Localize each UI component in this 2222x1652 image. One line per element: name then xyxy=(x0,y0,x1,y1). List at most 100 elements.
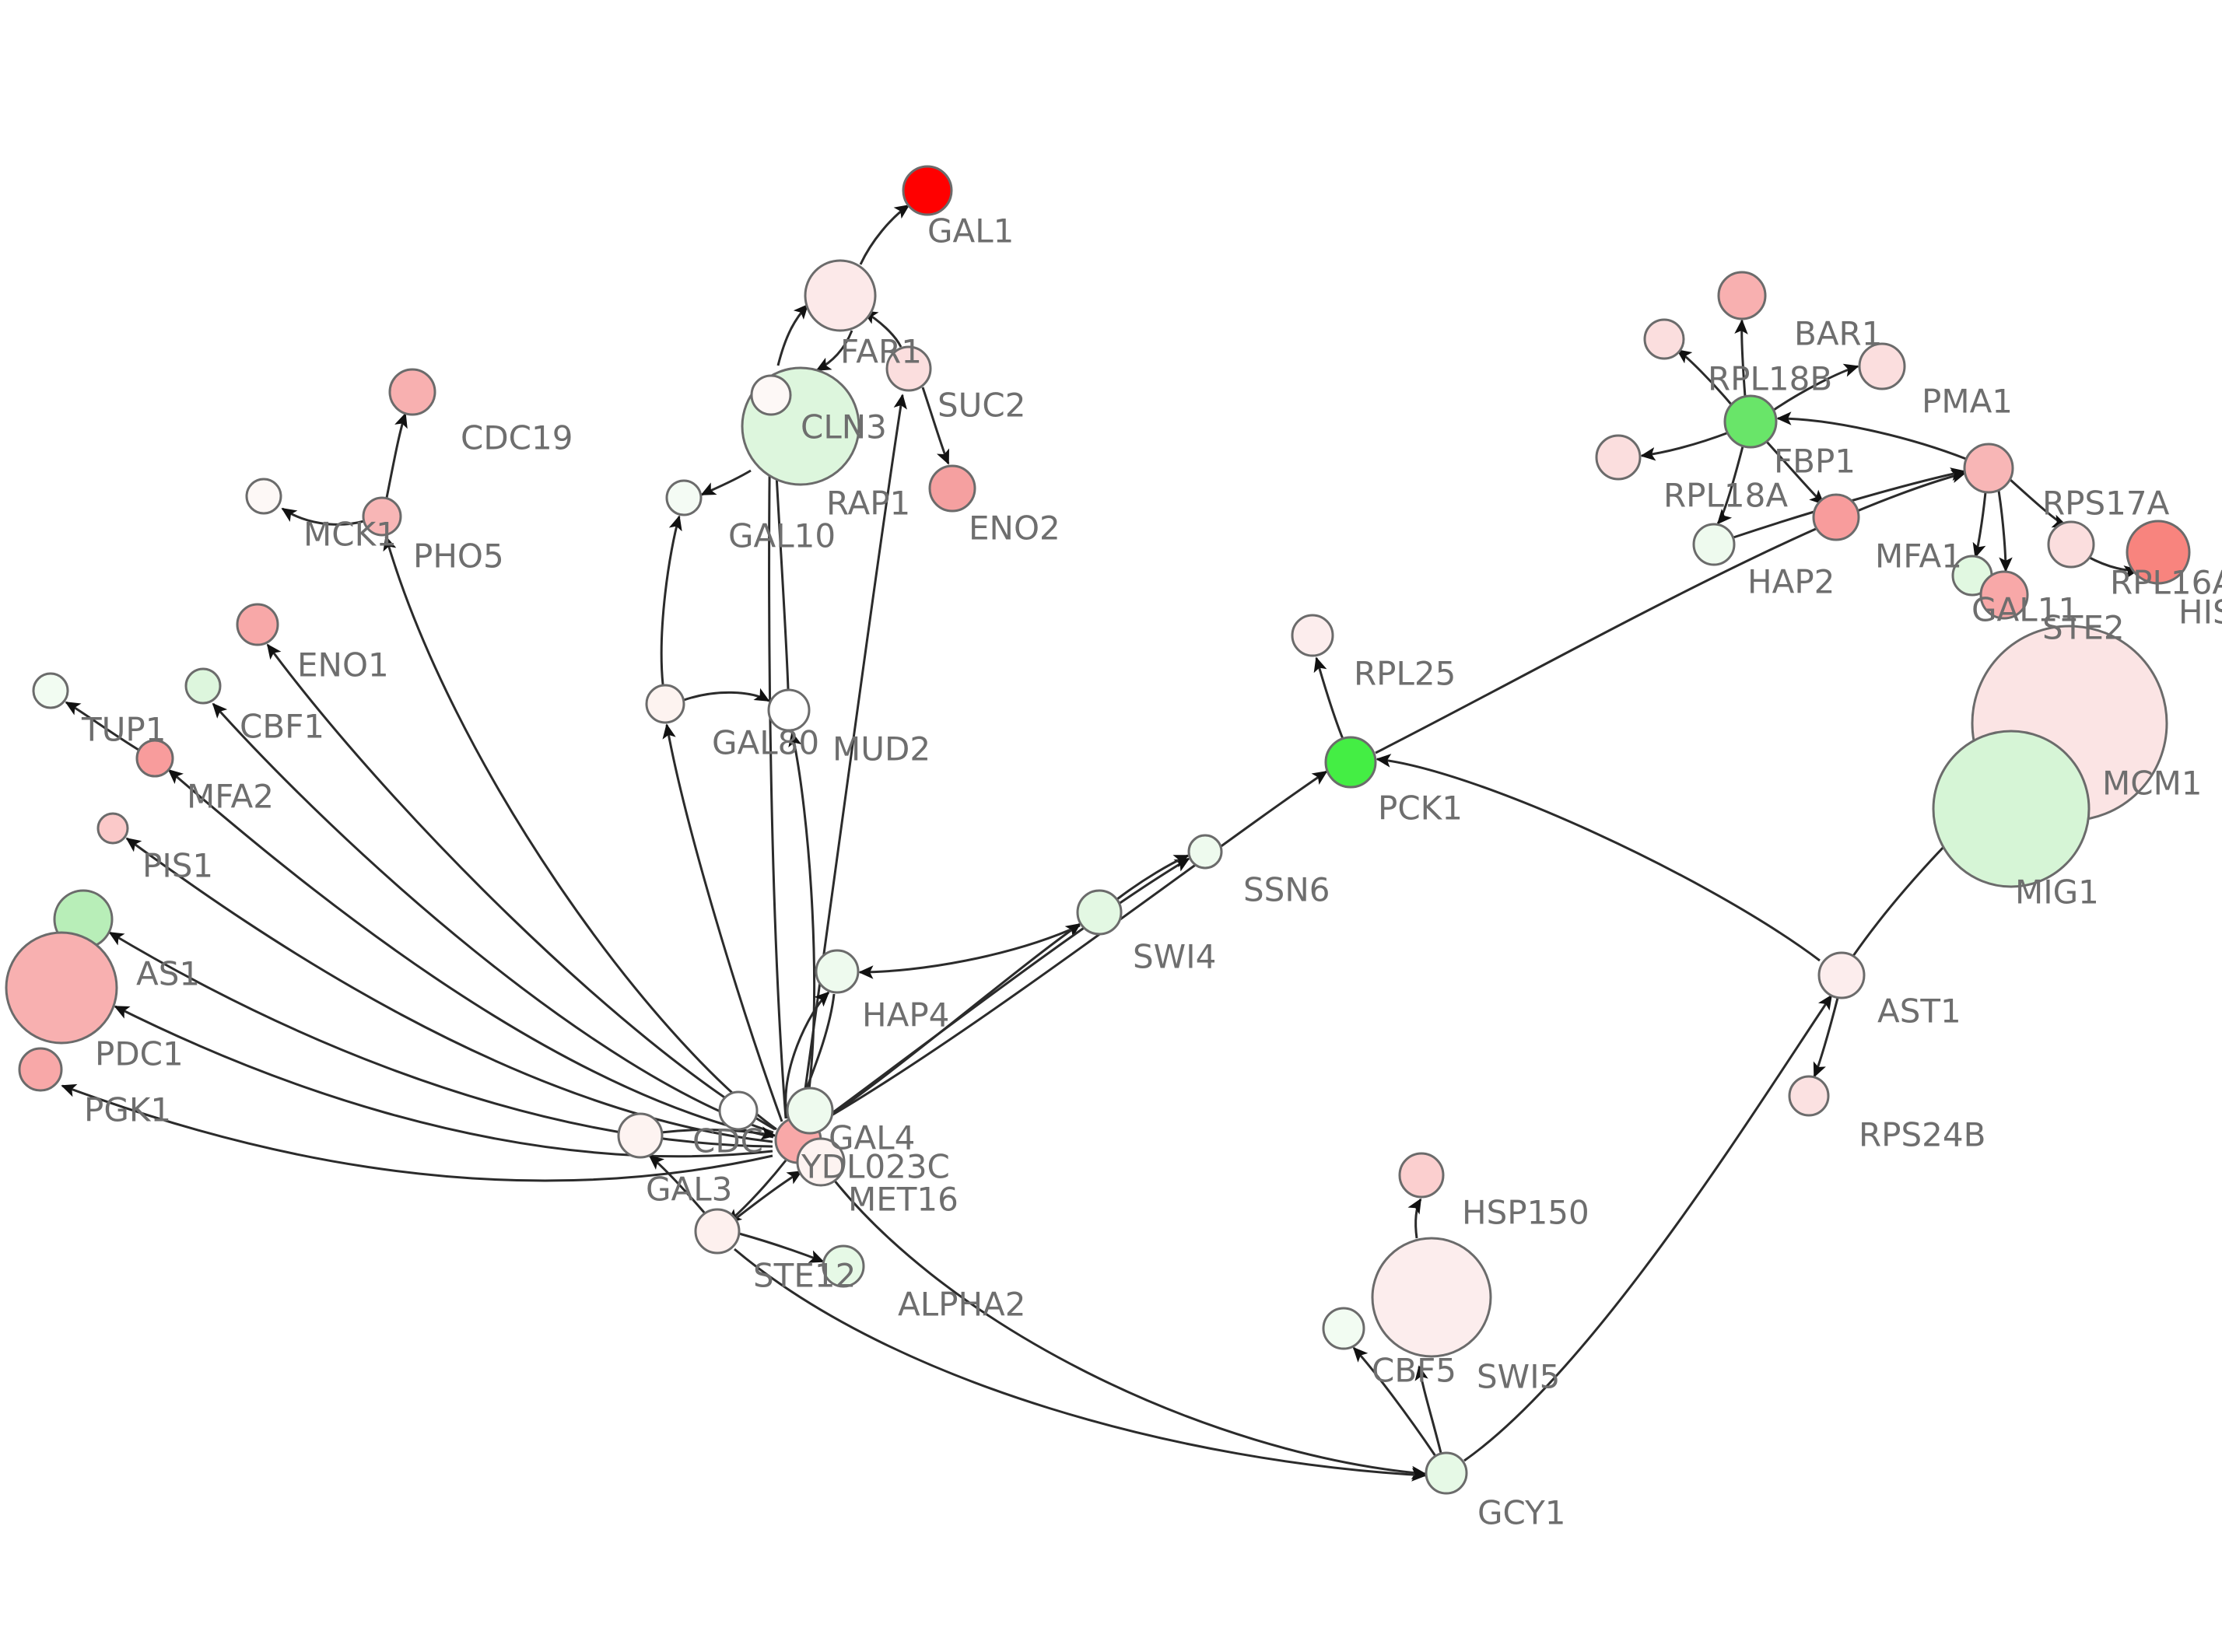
edge-cln3-to-gal10 xyxy=(700,469,752,496)
node-ast1[interactable] xyxy=(1817,951,1866,999)
edge-swi4-to-ssn6 xyxy=(1116,854,1190,901)
edge-gal4-to-cbf1 xyxy=(212,702,774,1134)
node-ste2[interactable] xyxy=(1979,570,2029,620)
node-his4[interactable] xyxy=(2126,520,2191,585)
edge-rps17a-to-fbp1 xyxy=(1776,411,1967,460)
node-eno2[interactable] xyxy=(928,464,976,513)
edge-gal4-to-gal80 xyxy=(662,723,783,1122)
node-label-rpl18b: RPL18B xyxy=(1708,360,1832,398)
node-label-his4: HIS4 xyxy=(2178,593,2222,632)
edge-pck1-to-rps17a xyxy=(1375,470,1967,754)
node-ydl023c[interactable] xyxy=(796,1137,846,1187)
node-label-ssn6: SSN6 xyxy=(1243,871,1330,909)
edge-pck1-to-rpl25 xyxy=(1313,656,1344,740)
node-gcy1[interactable] xyxy=(1425,1451,1468,1495)
edge-rps17a-to-ste2 xyxy=(1997,490,2013,572)
edge-gal80-to-mud2 xyxy=(683,688,770,702)
node-met16[interactable] xyxy=(786,1087,834,1135)
edge-gal4-to-pis1 xyxy=(125,837,773,1143)
edge-ste12-to-gal3 xyxy=(648,1154,706,1214)
edge-gcy1-to-cbf5 xyxy=(1352,1346,1437,1457)
node-label-eno1: ENO1 xyxy=(297,646,389,684)
edge-gal4-to-suc2 xyxy=(800,394,907,1118)
node-fbp1[interactable] xyxy=(1723,394,1778,449)
edge-gal4-to-ste12 xyxy=(726,1160,787,1224)
node-label-gal3: GAL3 xyxy=(646,1171,732,1209)
edge-far1-to-cln3 xyxy=(815,330,853,372)
edge-gcy1-to-ast1 xyxy=(1463,994,1833,1462)
edge-pho5-to-mck1 xyxy=(281,507,365,526)
node-label-pho5: PHO5 xyxy=(413,537,504,576)
node-label-alpha2: ALPHA2 xyxy=(898,1286,1026,1324)
edge-cln3-to-far1 xyxy=(776,303,809,366)
node-hsp150[interactable] xyxy=(1398,1152,1445,1199)
edge-suc2-to-eno2 xyxy=(921,387,950,465)
node-far1[interactable] xyxy=(804,259,877,332)
edge-fbp1-to-rpl18a xyxy=(1640,431,1730,461)
node-label-hap2: HAP2 xyxy=(1747,563,1835,601)
node-cbf5[interactable] xyxy=(1322,1307,1365,1350)
node-rpl16a[interactable] xyxy=(2047,520,2095,569)
node-label-hsp150: HSP150 xyxy=(1462,1194,1589,1232)
edge-hap2-to-rps17a xyxy=(1733,467,1966,539)
node-label-suc2: SUC2 xyxy=(938,387,1025,425)
node-hap4[interactable] xyxy=(815,949,860,994)
node-rpl18b[interactable] xyxy=(1643,318,1685,360)
edge-gal4-to-as1 xyxy=(108,931,773,1148)
node-rpl18a[interactable] xyxy=(1595,434,1642,481)
edge-ast1-to-pck1 xyxy=(1376,754,1821,962)
node-cdc19[interactable] xyxy=(388,368,436,416)
edge-gal4-to-pgk1 xyxy=(61,1083,773,1182)
node-ste12[interactable] xyxy=(694,1208,741,1255)
edge-gal80-to-gal10 xyxy=(660,515,682,685)
edge-gal3-to-gal4 xyxy=(661,1126,776,1140)
node-label-hap4: HAP4 xyxy=(862,996,949,1034)
node-pis1[interactable] xyxy=(96,812,129,845)
edge-gal4-to-pck1 xyxy=(820,770,1328,1123)
edge-gal4-to-eno1 xyxy=(266,643,776,1131)
node-mck1[interactable] xyxy=(245,478,282,515)
node-pgk1[interactable] xyxy=(18,1047,63,1092)
node-eno1[interactable] xyxy=(236,603,279,646)
node-mig1[interactable] xyxy=(1932,730,2091,888)
node-gal80[interactable] xyxy=(645,684,685,724)
node-cdc68[interactable] xyxy=(718,1090,759,1131)
node-rap1[interactable] xyxy=(750,374,792,416)
nodes-layer xyxy=(5,165,2191,1495)
node-alpha2[interactable] xyxy=(822,1244,865,1288)
node-rps17a[interactable] xyxy=(1963,443,2014,494)
node-label-as1: AS1 xyxy=(136,955,200,993)
node-pdc1[interactable] xyxy=(5,931,118,1045)
node-gal3[interactable] xyxy=(617,1112,664,1159)
edge-ste12-to-ydl023c xyxy=(734,1170,803,1221)
node-mfa1[interactable] xyxy=(1812,493,1860,541)
node-label-gal1: GAL1 xyxy=(927,212,1014,250)
node-hap2[interactable] xyxy=(1692,523,1736,566)
node-bar1[interactable] xyxy=(1717,271,1767,320)
node-pck1[interactable] xyxy=(1324,736,1377,789)
node-mud2[interactable] xyxy=(767,688,811,732)
edge-swi4-to-hap4 xyxy=(858,924,1081,979)
node-swi5[interactable] xyxy=(1371,1237,1492,1358)
edge-gal4-to-pho5 xyxy=(383,535,777,1131)
node-pma1[interactable] xyxy=(1858,342,1906,390)
node-label-cbf1: CBF1 xyxy=(240,708,324,746)
node-rps24b[interactable] xyxy=(1788,1075,1830,1117)
node-mfa2[interactable] xyxy=(135,739,174,778)
node-pho5[interactable] xyxy=(362,496,402,537)
node-gal10[interactable] xyxy=(665,479,703,516)
node-cbf1[interactable] xyxy=(184,667,222,705)
node-rpl25[interactable] xyxy=(1291,614,1334,657)
edge-ste12-to-gcy1 xyxy=(734,1248,1427,1482)
node-gal1[interactable] xyxy=(902,165,953,216)
edge-pho5-to-cdc19 xyxy=(385,412,408,499)
node-swi4[interactable] xyxy=(1076,889,1123,936)
node-tup1[interactable] xyxy=(32,672,69,709)
node-suc2[interactable] xyxy=(885,345,932,392)
node-label-rpl25: RPL25 xyxy=(1354,655,1456,693)
node-ssn6[interactable] xyxy=(1187,834,1223,870)
node-label-pgk1: PGK1 xyxy=(84,1091,171,1129)
edge-fbp1-to-hap2 xyxy=(1716,446,1744,525)
